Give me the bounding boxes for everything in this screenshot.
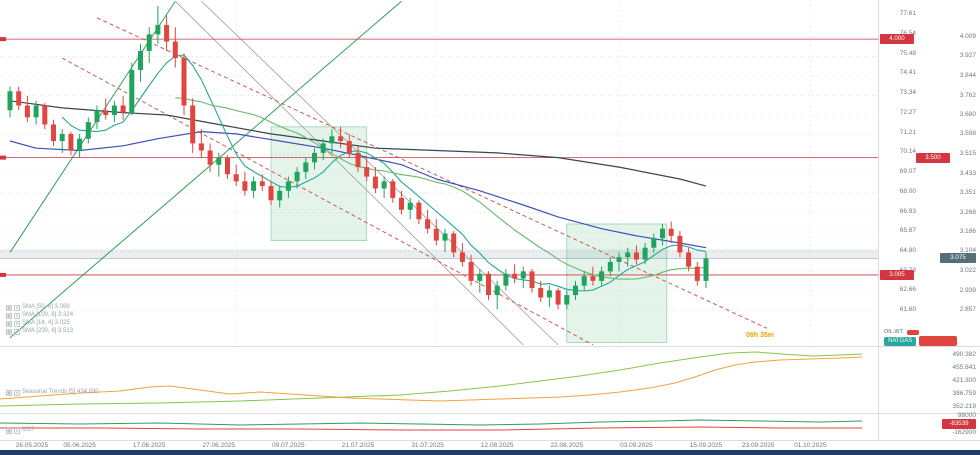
indicator-label: SMA [50, 6] 3.069 (22, 304, 70, 310)
indicator-label: Seasonal Trends [5] 434.830 (22, 389, 99, 395)
indicator-close-icon[interactable]: ✕ (14, 427, 20, 434)
gas-price-tick: 3.433 (959, 169, 976, 177)
gas-price-tick: 3.762 (959, 91, 976, 99)
current-price-badge: 3.075 (940, 253, 976, 264)
oil-price-tick: 69.07 (899, 168, 916, 176)
gas-price-tick: 3.515 (959, 150, 976, 158)
gas-price-tick: 3.351 (959, 188, 976, 196)
gas-price-tick: 3.598 (959, 130, 976, 138)
indicator-legend-sma-200[interactable]: ▦ ✕ SMA [200, 6] 3.513 (6, 328, 73, 335)
indicator-close-icon[interactable]: ✕ (14, 328, 20, 335)
oil-price-tick: 64.80 (899, 246, 916, 254)
active-instrument-label: NATGAS (884, 336, 917, 346)
indicator-menu-icon[interactable]: ▦ (6, 328, 12, 335)
date-tick: 12.08.2025 (480, 442, 514, 449)
oil-price-tick: 72.27 (899, 108, 916, 116)
sell-price-button[interactable] (919, 336, 958, 346)
gas-price-tick: 3.927 (959, 52, 976, 60)
date-tick: 17.06.2025 (132, 442, 166, 449)
indicator-legend-seasonal[interactable]: ▦ ✕ Seasonal Trends [5] 434.830 (6, 389, 99, 396)
gas-price-tick: 2.939 (959, 286, 976, 294)
price-level-badge: 3.005 (880, 269, 914, 280)
compare-instrument-chip[interactable]: OIL.WT. (884, 329, 919, 335)
compare-instrument-label: OIL.WT. (884, 329, 904, 335)
date-tick: 21.07.2025 (341, 442, 375, 449)
gas-price-tick: 3.186 (959, 228, 976, 236)
seasonal-axis-tick: 490.382 (952, 351, 977, 358)
oil-price-tick: 68.00 (899, 187, 916, 195)
gas-price-tick: 3.104 (959, 247, 976, 255)
date-tick: 31.07.2025 (411, 442, 444, 449)
gas-price-tick: 3.844 (959, 72, 976, 80)
indicator-close-icon[interactable]: ✕ (14, 320, 20, 327)
indicator-label: COT (22, 427, 35, 433)
date-tick: 26.05.2025 (15, 442, 49, 449)
cot-axis-tick: -162900 (952, 428, 976, 436)
seasonal-axis-tick: 421.300 (952, 377, 977, 384)
seasonal-axis-tick: 455.841 (952, 364, 977, 371)
indicator-close-icon[interactable]: ✕ (14, 304, 20, 311)
oil-price-tick: 71.21 (899, 128, 916, 136)
indicator-menu-icon[interactable]: ▦ (6, 312, 12, 319)
oil-price-tick: 73.34 (899, 89, 916, 97)
active-instrument-chip[interactable]: NATGAS (884, 336, 958, 346)
gas-price-tick: 2.857 (959, 306, 976, 314)
oil-price-tick: 62.66 (899, 286, 916, 294)
indicator-close-icon[interactable]: ✕ (14, 312, 20, 319)
price-level-badge: 3.500 (916, 152, 950, 163)
price-level-badge: 4.000 (880, 34, 914, 45)
date-tick: 05.06.2025 (63, 442, 96, 449)
oil-price-tick: 75.48 (899, 49, 916, 57)
date-tick: 03.09.2025 (620, 442, 653, 449)
indicator-legend-sma-14[interactable]: ▦ ✕ SMA [14, 4] 3.025 (6, 320, 70, 327)
indicator-label: SMA [200, 6] 3.513 (22, 328, 74, 334)
indicator-menu-icon[interactable]: ▦ (6, 304, 12, 311)
candle-countdown-timer: 06h 35m (745, 332, 774, 339)
indicator-label: SMA [14, 4] 3.025 (22, 320, 70, 326)
compare-change-badge (906, 329, 919, 335)
date-tick: 27.06.2025 (202, 442, 236, 449)
indicator-menu-icon[interactable]: ▦ (6, 389, 12, 396)
date-tick: 01.10.2025 (794, 442, 827, 449)
indicator-legend-cot[interactable]: ▦ ✕ COT (6, 427, 35, 434)
indicator-legend-sma-100[interactable]: ▦ ✕ SMA [100, 6] 3.324 (6, 312, 73, 319)
cot-axis-tick: 98000 (957, 412, 976, 419)
gas-price-tick: 3.268 (959, 208, 976, 216)
gas-price-tick: 3.680 (959, 110, 976, 118)
date-tick: 15.09.2025 (689, 442, 723, 449)
indicator-close-icon[interactable]: ✕ (14, 389, 20, 396)
indicator-menu-icon[interactable]: ▦ (6, 427, 12, 434)
cot-value-badge: -83539 (942, 419, 976, 429)
date-tick: 09.07.2025 (272, 442, 305, 449)
oil-price-tick: 77.61 (899, 10, 916, 18)
seasonal-axis-tick: 352.219 (952, 403, 977, 410)
gas-price-tick: 3.022 (959, 266, 976, 274)
seasonal-axis-tick: 386.759 (952, 390, 977, 397)
oil-price-tick: 61.60 (899, 306, 916, 314)
indicator-label: SMA [100, 6] 3.324 (22, 312, 74, 318)
oil-price-tick: 76.54 (880, 30, 916, 38)
indicator-menu-icon[interactable]: ▦ (6, 320, 12, 327)
date-tick: 22.08.2025 (550, 442, 584, 449)
oil-price-tick: 70.14 (899, 148, 916, 156)
indicator-legend-sma-50[interactable]: ▦ ✕ SMA [50, 6] 3.069 (6, 304, 70, 311)
oil-price-tick: 66.93 (899, 207, 916, 215)
gas-price-tick: 4.009 (959, 33, 976, 40)
date-tick: 23.09.2025 (741, 442, 775, 449)
oil-price-tick: 74.41 (899, 69, 916, 77)
oil-price-tick: 65.87 (899, 227, 916, 235)
